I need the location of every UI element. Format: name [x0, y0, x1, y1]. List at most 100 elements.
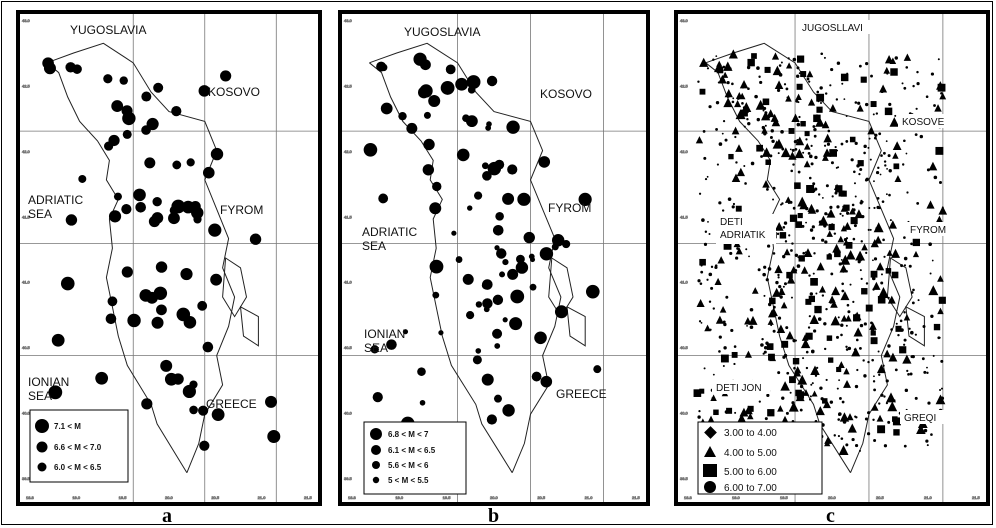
earthquake-points: [42, 57, 281, 455]
event-dot: [873, 375, 875, 378]
event-circle: [509, 317, 523, 331]
event-circle: [499, 271, 506, 278]
event-dot: [730, 328, 734, 333]
event-triangle: [780, 301, 788, 309]
event-dot: [736, 96, 740, 100]
event-dot: [914, 333, 917, 336]
event-dot: [865, 62, 869, 66]
legend: 7.1 < M 6.6 < M < 7.0 6.0 < M < 6.5: [29, 409, 129, 483]
event-circle: [496, 248, 507, 259]
event-dot: [787, 57, 790, 60]
event-dot: [763, 350, 767, 354]
event-dot: [777, 152, 780, 155]
event-dot: [877, 350, 880, 353]
event-dot: [922, 325, 926, 329]
event-dot: [783, 282, 787, 286]
event-triangle: [788, 401, 799, 412]
event-triangle: [873, 222, 884, 233]
map-panel-c: 43.0 42.5 42.0 41.5 41.0 40.5 40.0 39.5 18.8 19.0…: [674, 10, 990, 506]
event-square: [884, 107, 893, 116]
event-triangle: [889, 117, 900, 127]
event-dot: [837, 316, 840, 319]
event-triangle: [840, 291, 850, 301]
event-square: [789, 376, 796, 384]
event-triangle: [826, 230, 833, 237]
event-dot: [700, 270, 704, 274]
event-circle: [140, 289, 152, 301]
event-triangle: [883, 66, 891, 74]
event-dot: [825, 378, 828, 382]
event-triangle: [886, 249, 893, 256]
event-dot: [867, 228, 870, 231]
event-circle: [481, 162, 489, 170]
event-triangle: [714, 62, 724, 73]
event-dot: [762, 272, 766, 277]
event-triangle: [848, 207, 856, 215]
tick-label: 18.8: [26, 495, 35, 500]
event-dot: [747, 121, 751, 126]
event-circle: [211, 408, 225, 422]
event-dot: [702, 129, 706, 133]
event-circle: [578, 192, 592, 207]
event-dot: [900, 264, 904, 268]
event-dot: [815, 209, 819, 213]
event-circle: [494, 343, 501, 349]
event-dot: [829, 300, 833, 304]
event-dot: [813, 134, 817, 138]
event-triangle: [744, 350, 753, 358]
event-dot: [808, 274, 811, 277]
event-square: [834, 250, 841, 258]
event-dot: [903, 86, 907, 90]
label-greece: GREECE: [556, 387, 607, 401]
event-dot: [722, 364, 725, 367]
event-triangle: [876, 262, 885, 271]
event-dot: [809, 228, 814, 232]
event-dot: [863, 151, 866, 155]
event-dot: [845, 115, 848, 118]
event-dot: [883, 444, 888, 448]
event-dot: [816, 90, 820, 94]
tick-label: 21.0: [924, 495, 933, 500]
event-triangle: [831, 286, 841, 296]
legend-label-2: 4.00 to 5.00: [724, 448, 777, 459]
event-square: [798, 255, 805, 262]
event-dot: [761, 337, 764, 341]
event-circle: [60, 276, 75, 291]
event-triangle: [761, 111, 771, 121]
event-dot: [914, 133, 918, 137]
event-square: [933, 323, 941, 331]
event-circle: [440, 81, 455, 95]
event-square: [792, 357, 800, 365]
event-dot: [783, 353, 788, 358]
tick-label: 20.0: [828, 495, 837, 500]
event-dot: [883, 160, 887, 163]
event-dot: [749, 307, 754, 312]
event-triangle: [818, 285, 826, 293]
event-square: [808, 295, 816, 303]
event-circle: [482, 298, 493, 309]
tick-label: 42.0: [344, 149, 353, 154]
legend-marker-large: [35, 419, 49, 433]
event-dot: [870, 74, 873, 78]
label-deti: DETI: [720, 217, 743, 228]
event-dot: [828, 253, 832, 257]
event-triangle: [795, 392, 805, 402]
event-dot: [928, 242, 932, 247]
event-triangle: [794, 148, 805, 159]
event-square: [794, 182, 801, 189]
event-circle: [189, 201, 201, 212]
tick-label: 20.5: [537, 495, 546, 500]
event-circle: [141, 398, 153, 410]
event-circle: [153, 82, 164, 93]
event-circle: [502, 404, 515, 417]
event-circle: [122, 129, 132, 139]
event-dot: [766, 393, 770, 397]
event-dot: [757, 268, 761, 272]
label-greece: GREECE: [206, 397, 257, 411]
event-circle: [429, 259, 444, 274]
event-dot: [813, 127, 817, 132]
event-circle: [551, 243, 559, 251]
event-circle: [144, 157, 156, 169]
event-square: [899, 346, 907, 354]
event-dot: [888, 102, 892, 106]
